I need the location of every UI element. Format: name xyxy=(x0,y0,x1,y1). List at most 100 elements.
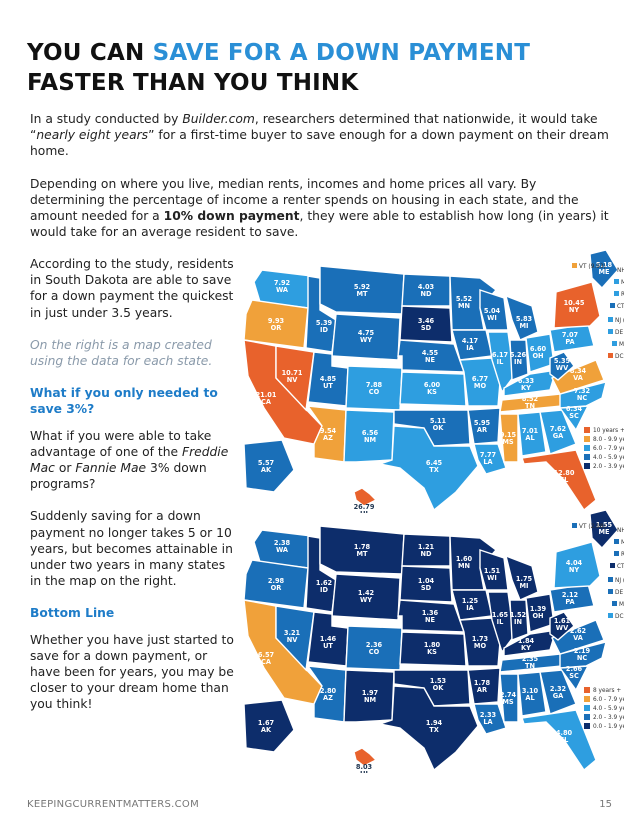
abbr-ok-1: OK xyxy=(433,424,445,432)
state-fl-1 xyxy=(521,449,597,512)
legend-swatch-3-2 xyxy=(584,714,590,720)
state-va-2 xyxy=(551,619,605,655)
state-ne-1 xyxy=(397,339,466,373)
state-ks-2 xyxy=(399,631,467,667)
legend-swatch-3-1 xyxy=(584,454,590,460)
down-payment-emphasis: 10% down payment xyxy=(163,209,300,224)
abbr-nd-2: ND xyxy=(421,550,433,558)
value-wi-2: 1.51 xyxy=(484,567,501,575)
state-wv-1 xyxy=(549,351,575,381)
small-state-de-1: DE (7.32) xyxy=(615,330,624,336)
column-paragraph-3: What if you were able to take advantage … xyxy=(30,428,229,492)
value-nc-2: 2.19 xyxy=(574,647,591,655)
value-ks-1: 6.00 xyxy=(424,381,441,389)
abbr-ak-2: AK xyxy=(261,726,272,734)
left-column: According to the study, residents in Sou… xyxy=(30,256,235,729)
value-ia-1: 4.17 xyxy=(462,337,479,345)
state-nv-2 xyxy=(275,605,315,672)
abbr-mi-1: MI xyxy=(519,322,528,330)
value-al-1: 7.01 xyxy=(522,427,539,435)
value-tx-1: 6.45 xyxy=(426,459,443,467)
abbr-tx-2: TX xyxy=(429,726,439,734)
value-mi-2: 1.75 xyxy=(516,575,533,583)
map-3-percent-down: 2.38WA2.98OR6.57CA3.21NV1.62ID1.78MT1.42… xyxy=(243,509,624,773)
value-ok-1: 5.11 xyxy=(430,417,447,425)
abbr-oh-1: OH xyxy=(532,352,543,360)
value-pa-1: 7.07 xyxy=(562,331,579,339)
value-az-1: 9.54 xyxy=(320,427,337,435)
value-nm-2: 1.97 xyxy=(362,689,379,697)
state-ar-2 xyxy=(467,667,501,705)
state-or-2 xyxy=(243,559,309,609)
value-mi-1: 5.83 xyxy=(516,315,533,323)
small-state-dc-1: DC (10.56) xyxy=(615,354,624,360)
abbr-oh-2: OH xyxy=(532,612,543,620)
abbr-mo-1: MO xyxy=(474,382,487,390)
state-wy-2 xyxy=(331,573,401,621)
small-state-ct-1: CT (5.86) xyxy=(617,304,624,310)
legend-label-3-1: 4.0 - 5.9 years xyxy=(593,455,624,461)
abbr-pa-1: PA xyxy=(565,338,575,346)
abbr-sc-2: SC xyxy=(569,672,579,680)
abbr-az-1: AZ xyxy=(323,434,333,442)
value-al-2: 3.10 xyxy=(522,687,539,695)
value-ak-1: 5.57 xyxy=(258,459,275,467)
source-name: Builder.com xyxy=(182,112,255,126)
abbr-ia-1: IA xyxy=(466,344,474,352)
value-ga-2: 2.32 xyxy=(550,685,567,693)
small-state-de-2: DE (2.26) xyxy=(615,590,624,596)
value-az-2: 2.80 xyxy=(320,687,337,695)
state-ak-1 xyxy=(243,439,295,493)
small-state-nj-1: NJ (7.82) xyxy=(615,318,624,324)
state-me-1 xyxy=(589,249,619,290)
intro-paragraph-1: In a study conducted by Builder.com, res… xyxy=(30,112,609,159)
small-state-ct-2: CT (1.76) xyxy=(617,564,624,570)
abbr-wa-1: WA xyxy=(276,286,289,294)
abbr-ky-1: KY xyxy=(521,384,531,392)
value-ia-2: 1.25 xyxy=(462,597,479,605)
value-id-2: 1.62 xyxy=(316,579,333,587)
abbr-nm-2: NM xyxy=(364,696,376,704)
abbr-ky-2: KY xyxy=(521,644,531,652)
abbr-nm-1: NM xyxy=(364,436,376,444)
state-al-1 xyxy=(517,411,547,457)
value-oh-2: 1.39 xyxy=(530,605,547,613)
value-sd-2: 1.04 xyxy=(418,577,435,585)
value-sd-1: 3.46 xyxy=(418,317,435,325)
value-ms-1: 9.15 xyxy=(500,431,517,439)
abbr-ny-2: NY xyxy=(569,566,580,574)
footer-site: KEEPINGCURRENTMATTERS.COM xyxy=(27,799,200,810)
value-co-2: 2.36 xyxy=(366,641,383,649)
abbr-id-2: ID xyxy=(320,586,328,594)
value-hi-1: 26.79 xyxy=(354,503,375,511)
state-mi-1 xyxy=(504,294,539,341)
swatch-md-1 xyxy=(612,341,617,346)
value-ar-2: 1.78 xyxy=(474,679,491,687)
state-al-2 xyxy=(517,671,547,717)
legend-swatch-1-1 xyxy=(584,436,590,442)
state-wv-2 xyxy=(549,611,575,641)
state-nd-1 xyxy=(401,273,451,307)
small-state-md-1: MD (7.15) xyxy=(619,342,624,348)
legend-label-4-1: 2.0 - 3.9 years xyxy=(593,464,624,470)
value-mo-1: 6.77 xyxy=(472,375,489,383)
state-mt-2 xyxy=(319,525,405,575)
state-nd-2 xyxy=(401,533,451,567)
swatch-dc-1 xyxy=(608,353,613,358)
value-me-1: 5.18 xyxy=(596,261,613,269)
legend-label-4-2: 0.0 - 1.9 years xyxy=(593,724,624,730)
swatch-de-2 xyxy=(608,589,613,594)
state-fl-2 xyxy=(521,709,597,772)
value-ms-2: 2.74 xyxy=(500,691,517,699)
value-in-2: 1.52 xyxy=(510,611,527,619)
abbr-ca-2: CA xyxy=(261,658,272,666)
state-in-2 xyxy=(509,599,529,641)
value-va-1: 8.34 xyxy=(570,367,587,375)
value-fl-2: 4.80 xyxy=(556,729,573,737)
legend-label-1-1: 8.0 - 9.9 years xyxy=(593,437,624,443)
abbr-nd-1: ND xyxy=(421,290,433,298)
abbr-ne-1: NE xyxy=(425,356,436,364)
abbr-me-1: ME xyxy=(598,268,610,276)
state-ga-1 xyxy=(539,409,577,455)
state-sd-2 xyxy=(399,565,453,603)
